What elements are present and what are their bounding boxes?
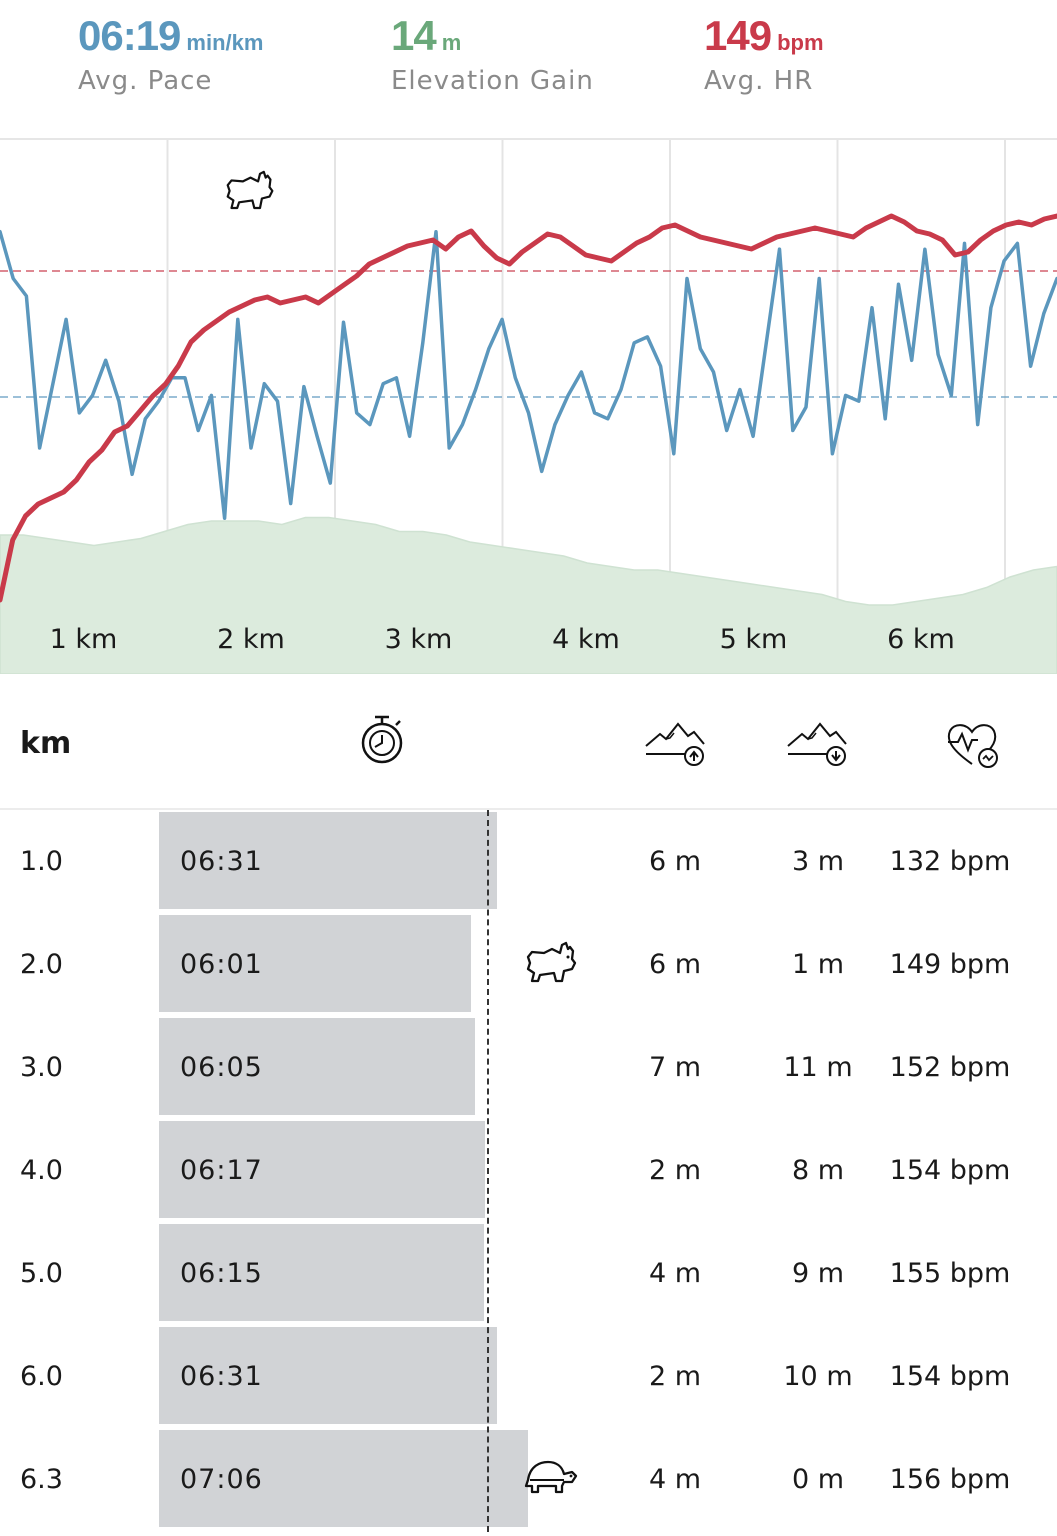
split-pace-bar bbox=[159, 1327, 497, 1424]
split-row[interactable]: 1.0 06:31 6 m 3 m 132 bpm bbox=[0, 810, 1057, 913]
avg-pace-label: Avg. Pace bbox=[78, 66, 213, 96]
elevation-area bbox=[0, 516, 1057, 674]
split-row[interactable]: 2.0 06:01 6 m 1 m 149 bpm bbox=[0, 913, 1057, 1016]
elevation-up-icon bbox=[644, 720, 706, 772]
split-km: 3.0 bbox=[20, 1052, 63, 1083]
avg-hr-unit: bpm bbox=[777, 30, 824, 55]
splits-header: km bbox=[0, 676, 1057, 810]
elevation-gain-unit: m bbox=[441, 30, 462, 55]
split-heart-rate: 155 bpm bbox=[889, 1258, 1011, 1289]
x-tick-label: 1 km bbox=[50, 624, 118, 655]
run-chart[interactable]: 1 km 2 km 3 km 4 km 5 km 6 km bbox=[0, 140, 1057, 674]
split-pace: 07:06 bbox=[180, 1464, 263, 1495]
split-pace: 06:31 bbox=[180, 1361, 263, 1392]
summary-stats: 06:19 min/km Avg. Pace 14 m Elevation Gain… bbox=[0, 0, 1057, 140]
split-elevation-up: 6 m bbox=[648, 846, 702, 877]
split-pace-bar bbox=[159, 1121, 485, 1218]
split-km: 6.0 bbox=[20, 1361, 63, 1392]
split-pace-bar bbox=[159, 915, 471, 1012]
elevation-gain-value: 14 bbox=[391, 12, 437, 59]
split-km: 1.0 bbox=[20, 846, 63, 877]
split-elevation-down: 1 m bbox=[791, 949, 845, 980]
heart-rate-icon bbox=[944, 720, 1002, 774]
split-elevation-down: 11 m bbox=[783, 1052, 853, 1083]
x-tick-label: 5 km bbox=[720, 624, 788, 655]
stopwatch-icon bbox=[358, 714, 406, 770]
split-elevation-down: 3 m bbox=[791, 846, 845, 877]
split-heart-rate: 149 bpm bbox=[889, 949, 1011, 980]
split-elevation-down: 0 m bbox=[791, 1464, 845, 1495]
split-km: 2.0 bbox=[20, 949, 63, 980]
split-heart-rate: 154 bpm bbox=[889, 1155, 1011, 1186]
split-heart-rate: 152 bpm bbox=[889, 1052, 1011, 1083]
elevation-gain-label: Elevation Gain bbox=[391, 66, 594, 96]
split-elevation-up: 2 m bbox=[648, 1361, 702, 1392]
turtle-icon bbox=[522, 1456, 578, 1500]
split-km: 6.3 bbox=[20, 1464, 63, 1495]
split-km: 4.0 bbox=[20, 1155, 63, 1186]
rabbit-icon bbox=[226, 170, 274, 210]
split-elevation-up: 4 m bbox=[648, 1464, 702, 1495]
x-tick-label: 4 km bbox=[552, 624, 620, 655]
avg-hr-value: 149 bbox=[704, 12, 772, 59]
split-elevation-up: 6 m bbox=[648, 949, 702, 980]
split-pace: 06:05 bbox=[180, 1052, 263, 1083]
split-row[interactable]: 6.3 07:06 4 m 0 m 156 bpm bbox=[0, 1428, 1057, 1531]
split-row[interactable]: 4.0 06:17 2 m 8 m 154 bpm bbox=[0, 1119, 1057, 1222]
heart-rate-series-line bbox=[0, 213, 1057, 603]
split-heart-rate: 154 bpm bbox=[889, 1361, 1011, 1392]
split-elevation-down: 10 m bbox=[783, 1361, 853, 1392]
split-pace: 06:31 bbox=[180, 846, 263, 877]
split-elevation-up: 7 m bbox=[648, 1052, 702, 1083]
split-elevation-down: 9 m bbox=[791, 1258, 845, 1289]
elevation-down-icon bbox=[786, 720, 848, 772]
split-pace: 06:17 bbox=[180, 1155, 263, 1186]
stat-elevation-gain: 14 m Elevation Gain bbox=[391, 12, 594, 96]
split-row[interactable]: 3.0 06:05 7 m 11 m 152 bpm bbox=[0, 1016, 1057, 1119]
split-pace-bar bbox=[159, 1430, 528, 1527]
avg-pace-unit: min/km bbox=[186, 30, 264, 55]
x-tick-label: 6 km bbox=[887, 624, 955, 655]
split-pace-bar bbox=[159, 1018, 475, 1115]
split-pace-bar bbox=[159, 1224, 484, 1321]
split-heart-rate: 132 bpm bbox=[889, 846, 1011, 877]
header-km: km bbox=[20, 726, 72, 761]
x-tick-label: 3 km bbox=[385, 624, 453, 655]
rabbit-icon bbox=[522, 941, 578, 991]
stat-avg-hr: 149 bpm Avg. HR bbox=[704, 12, 824, 96]
split-pace: 06:01 bbox=[180, 949, 263, 980]
x-tick-label: 2 km bbox=[217, 624, 285, 655]
split-elevation-down: 8 m bbox=[791, 1155, 845, 1186]
split-elevation-up: 2 m bbox=[648, 1155, 702, 1186]
split-pace-bar bbox=[159, 812, 497, 909]
split-km: 5.0 bbox=[20, 1258, 63, 1289]
split-pace: 06:15 bbox=[180, 1258, 263, 1289]
avg-hr-label: Avg. HR bbox=[704, 66, 814, 96]
split-heart-rate: 156 bpm bbox=[889, 1464, 1011, 1495]
split-row[interactable]: 6.0 06:31 2 m 10 m 154 bpm bbox=[0, 1325, 1057, 1428]
average-pace-line bbox=[487, 810, 489, 1532]
stat-avg-pace: 06:19 min/km Avg. Pace bbox=[78, 12, 263, 96]
pace-series-line bbox=[0, 229, 1057, 520]
avg-pace-value: 06:19 bbox=[78, 12, 181, 59]
split-elevation-up: 4 m bbox=[648, 1258, 702, 1289]
split-row[interactable]: 5.0 06:15 4 m 9 m 155 bpm bbox=[0, 1222, 1057, 1325]
